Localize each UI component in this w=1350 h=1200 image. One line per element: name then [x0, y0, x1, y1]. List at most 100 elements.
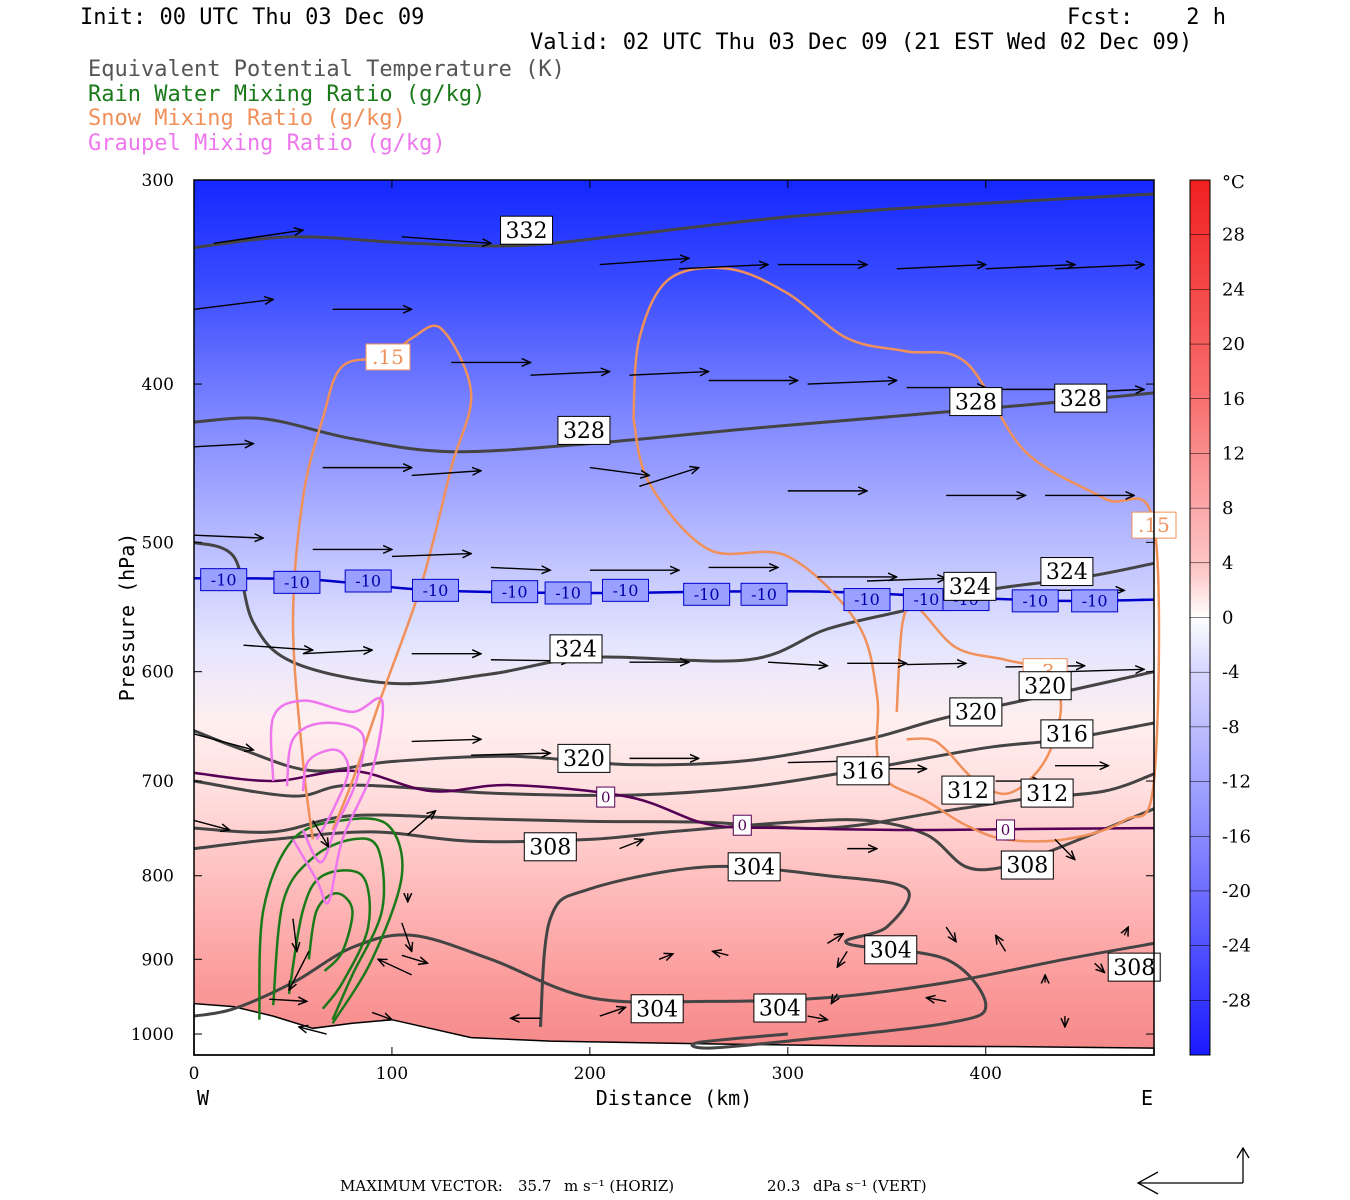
temperature-shading — [194, 180, 1154, 1055]
colorbar-label: -24 — [1222, 936, 1251, 957]
zero-isotherm-label: 0 — [996, 819, 1016, 841]
snow-contour — [291, 324, 473, 840]
colorbar-unit: °C — [1222, 172, 1245, 193]
colorbar-label: 20 — [1222, 334, 1245, 355]
init-time-label: Init: 00 UTC Thu 03 Dec 09 — [80, 5, 425, 30]
x-tick-label: 100 — [376, 1064, 408, 1084]
theta-e-label: 316 — [836, 756, 890, 786]
wind-vector — [767, 662, 827, 666]
wind-vector — [629, 372, 708, 376]
max-vector-horiz-unit: m s⁻¹ (HORIZ) — [564, 1177, 675, 1195]
theta-e-label: 308 — [1107, 952, 1161, 982]
theta-e-label: 324 — [1040, 557, 1094, 587]
y-tick-label: 1000 — [131, 1025, 174, 1045]
minus10-label: -10 — [683, 582, 731, 606]
wind-vector — [378, 959, 413, 976]
wind-vector — [243, 644, 312, 650]
wind-vector — [193, 535, 263, 538]
colorbar-label: -12 — [1222, 772, 1251, 793]
legend-rain: Rain Water Mixing Ratio (g/kg) — [88, 82, 486, 107]
theta-e-contour-316 — [193, 721, 1155, 798]
wind-vector — [302, 650, 372, 654]
svg-text:312: 312 — [947, 779, 989, 804]
x-tick-label: 200 — [574, 1064, 606, 1084]
x-axis-title: Distance (km) — [596, 1086, 753, 1110]
theta-e-contour-304 — [538, 864, 988, 1050]
wind-vector — [293, 918, 297, 952]
wind-vector — [639, 468, 698, 487]
theta-e-label: 324 — [549, 634, 603, 664]
valid-time-label: Valid: 02 UTC Thu 03 Dec 09 (21 EST Wed … — [530, 30, 1193, 55]
svg-text:316: 316 — [842, 760, 884, 785]
svg-text:304: 304 — [636, 997, 678, 1022]
svg-text:308: 308 — [1006, 854, 1048, 879]
legend-snow: Snow Mixing Ratio (g/kg) — [88, 106, 406, 131]
svg-text:-10: -10 — [913, 590, 939, 609]
minus10-label: -10 — [344, 569, 392, 593]
svg-text:-10: -10 — [613, 581, 639, 600]
y-tick-label: 900 — [142, 950, 174, 970]
colorbar-label: 8 — [1222, 498, 1233, 519]
svg-text:324: 324 — [949, 575, 991, 600]
minus10-label: -10 — [740, 582, 788, 606]
wind-vector — [619, 839, 644, 850]
wind-vector — [926, 998, 947, 1002]
theta-e-label: 320 — [949, 697, 1003, 727]
svg-text:328: 328 — [563, 419, 605, 444]
theta-e-label: 308 — [1000, 850, 1054, 880]
svg-text:0: 0 — [738, 816, 748, 834]
svg-text:308: 308 — [1113, 956, 1155, 981]
y-tick-label: 700 — [142, 772, 174, 792]
wind-vector — [896, 265, 986, 269]
wind-vector — [831, 993, 837, 1004]
rain-contour — [258, 817, 404, 1024]
wind-vector — [906, 663, 966, 664]
wind-vector — [289, 951, 310, 990]
svg-text:324: 324 — [555, 638, 597, 663]
svg-text:316: 316 — [1046, 723, 1088, 748]
wind-vector — [401, 954, 428, 963]
wind-vector — [193, 444, 253, 447]
svg-text:320: 320 — [1024, 674, 1066, 699]
svg-text:324: 324 — [1046, 560, 1088, 585]
theta-e-label: 328 — [557, 415, 611, 445]
wind-vector — [945, 926, 956, 942]
theta-e-label: 320 — [1018, 671, 1072, 701]
wind-vector — [996, 935, 1007, 952]
minus10-label: -10 — [602, 578, 650, 602]
theta-e-label: 308 — [523, 832, 577, 862]
svg-text:320: 320 — [955, 701, 997, 726]
svg-text:-10: -10 — [751, 585, 777, 604]
colorbar-label: 24 — [1222, 279, 1245, 300]
minus10-label: -10 — [273, 570, 321, 594]
wind-vector — [407, 811, 436, 836]
svg-text:0: 0 — [1001, 821, 1011, 839]
wind-vector — [193, 733, 253, 750]
wind-vector — [299, 1027, 327, 1035]
wind-vector — [401, 922, 412, 951]
max-vector-vert-value: 20.3 — [767, 1177, 801, 1195]
svg-text:-10: -10 — [355, 572, 381, 591]
theta-e-label: 304 — [753, 993, 807, 1023]
svg-text:308: 308 — [529, 835, 571, 860]
svg-text:328: 328 — [955, 390, 997, 415]
minus10-label: -10 — [491, 580, 539, 604]
max-vector-label: MAXIMUM VECTOR: — [340, 1177, 503, 1195]
colorbar-label: 0 — [1222, 608, 1233, 629]
legend-theta-e: Equivalent Potential Temperature (K) — [88, 57, 565, 82]
x-tick-label: 300 — [772, 1064, 804, 1084]
theta-e-label: 328 — [949, 387, 1003, 417]
forecast-hour-label: Fcst: 2 h — [1067, 5, 1226, 30]
svg-text:304: 304 — [733, 856, 775, 881]
y-tick-label: 300 — [142, 171, 174, 191]
minus10-label: -10 — [544, 581, 592, 605]
wind-vector — [1054, 265, 1144, 269]
zero-isotherm-label: 0 — [732, 814, 752, 836]
theta-e-label: 304 — [864, 935, 918, 965]
svg-text:-10: -10 — [1082, 591, 1108, 610]
wind-vector — [1064, 669, 1144, 671]
x-left-end-label: W — [197, 1086, 210, 1110]
y-tick-label: 500 — [142, 533, 174, 553]
svg-text:-10: -10 — [211, 570, 237, 589]
